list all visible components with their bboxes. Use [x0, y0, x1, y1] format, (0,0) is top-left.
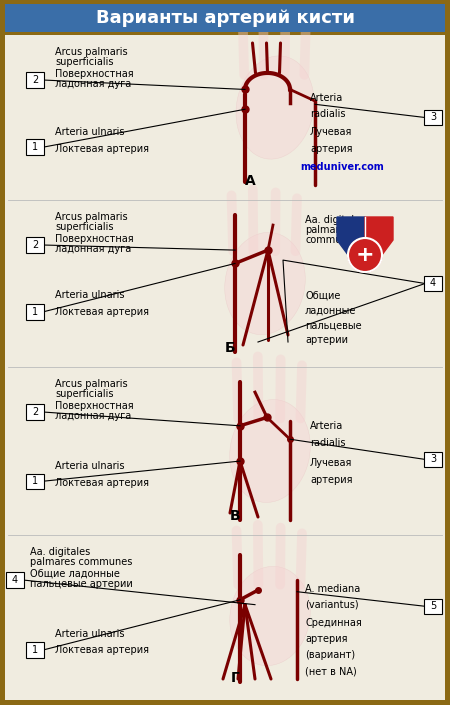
Ellipse shape: [230, 566, 310, 666]
Ellipse shape: [230, 400, 310, 503]
Text: пальцевые артерии: пальцевые артерии: [30, 579, 133, 589]
Text: palmares: palmares: [305, 225, 351, 235]
Text: артерия: артерия: [310, 144, 352, 154]
Text: Arteria ulnaris: Arteria ulnaris: [55, 461, 125, 471]
Text: ладонная дуга: ладонная дуга: [55, 411, 131, 421]
Text: Arteria ulnaris: Arteria ulnaris: [55, 290, 125, 300]
Text: 2: 2: [32, 75, 38, 85]
Text: Arteria ulnaris: Arteria ulnaris: [55, 128, 125, 137]
Polygon shape: [337, 217, 365, 267]
Text: radialis: radialis: [310, 109, 346, 119]
Text: Arcus palmaris: Arcus palmaris: [55, 47, 128, 57]
Text: Общие ладонные: Общие ладонные: [30, 569, 120, 579]
FancyBboxPatch shape: [26, 140, 44, 155]
FancyBboxPatch shape: [6, 572, 24, 588]
Text: palmares communes: palmares communes: [30, 557, 132, 567]
FancyBboxPatch shape: [424, 276, 442, 291]
Text: артерия: артерия: [305, 634, 347, 644]
Text: ладонная дуга: ладонная дуга: [55, 79, 131, 89]
Text: Arcus palmaris: Arcus palmaris: [55, 212, 128, 222]
Text: superficialis: superficialis: [55, 389, 113, 399]
Text: 2: 2: [32, 407, 38, 417]
Text: Локтевая артерия: Локтевая артерия: [55, 307, 149, 317]
Text: superficialis: superficialis: [55, 222, 113, 232]
Text: Варианты артерий кисти: Варианты артерий кисти: [95, 9, 355, 27]
Text: пальцевые: пальцевые: [305, 320, 362, 330]
Text: Лучевая: Лучевая: [310, 128, 352, 137]
Text: 1: 1: [32, 645, 38, 655]
Text: 4: 4: [12, 575, 18, 585]
FancyBboxPatch shape: [424, 452, 442, 467]
FancyBboxPatch shape: [5, 4, 445, 32]
Text: А: А: [245, 174, 256, 188]
FancyBboxPatch shape: [26, 73, 44, 87]
Text: ладонная дуга: ладонная дуга: [55, 244, 131, 254]
Text: артерии: артерии: [305, 336, 348, 345]
Text: (variantus): (variantus): [305, 600, 359, 610]
Text: A. mediana: A. mediana: [305, 584, 360, 594]
Text: 1: 1: [32, 307, 38, 317]
Text: 3: 3: [430, 455, 436, 465]
Ellipse shape: [225, 233, 305, 335]
Text: Arteria ulnaris: Arteria ulnaris: [55, 629, 125, 639]
Text: Б: Б: [225, 341, 235, 355]
Text: superficialis: superficialis: [55, 57, 113, 67]
Text: Aa. digitales: Aa. digitales: [305, 215, 365, 225]
Text: Локтевая артерия: Локтевая артерия: [55, 144, 149, 154]
FancyBboxPatch shape: [26, 474, 44, 489]
FancyBboxPatch shape: [424, 110, 442, 125]
FancyBboxPatch shape: [424, 599, 442, 614]
Text: (вариант): (вариант): [305, 650, 355, 660]
Ellipse shape: [236, 56, 314, 159]
Text: Поверхностная: Поверхностная: [55, 401, 134, 411]
Text: артерия: артерия: [310, 474, 352, 484]
Text: Arcus palmaris: Arcus palmaris: [55, 379, 128, 389]
Text: 1: 1: [32, 477, 38, 486]
Text: radialis: radialis: [310, 438, 346, 448]
Text: 3: 3: [430, 113, 436, 123]
Text: Срединная: Срединная: [305, 618, 362, 627]
Text: Лучевая: Лучевая: [310, 458, 352, 467]
Text: В: В: [230, 509, 240, 523]
Text: Aa. digitales: Aa. digitales: [30, 547, 90, 557]
Text: Arteria: Arteria: [310, 421, 343, 431]
FancyBboxPatch shape: [26, 404, 44, 419]
Text: (нет в NA): (нет в NA): [305, 666, 357, 676]
Text: 5: 5: [430, 601, 436, 611]
FancyBboxPatch shape: [5, 35, 445, 700]
Text: 1: 1: [32, 142, 38, 152]
Text: +: +: [356, 245, 374, 265]
Text: ладонные: ладонные: [305, 305, 356, 315]
Text: Arteria: Arteria: [310, 93, 343, 103]
Text: 4: 4: [430, 278, 436, 288]
Polygon shape: [365, 217, 393, 267]
Text: Поверхностная: Поверхностная: [55, 69, 134, 79]
Circle shape: [348, 238, 382, 272]
FancyBboxPatch shape: [26, 238, 44, 252]
Text: communes: communes: [305, 235, 359, 245]
FancyBboxPatch shape: [26, 642, 44, 658]
Text: meduniver.com: meduniver.com: [300, 162, 384, 172]
Text: Поверхностная: Поверхностная: [55, 234, 134, 244]
FancyBboxPatch shape: [26, 304, 44, 319]
Text: Г: Г: [230, 671, 239, 685]
Text: Локтевая артерия: Локтевая артерия: [55, 478, 149, 488]
Text: Локтевая артерия: Локтевая артерия: [55, 645, 149, 655]
Text: Общие: Общие: [305, 290, 340, 300]
Text: 2: 2: [32, 240, 38, 250]
